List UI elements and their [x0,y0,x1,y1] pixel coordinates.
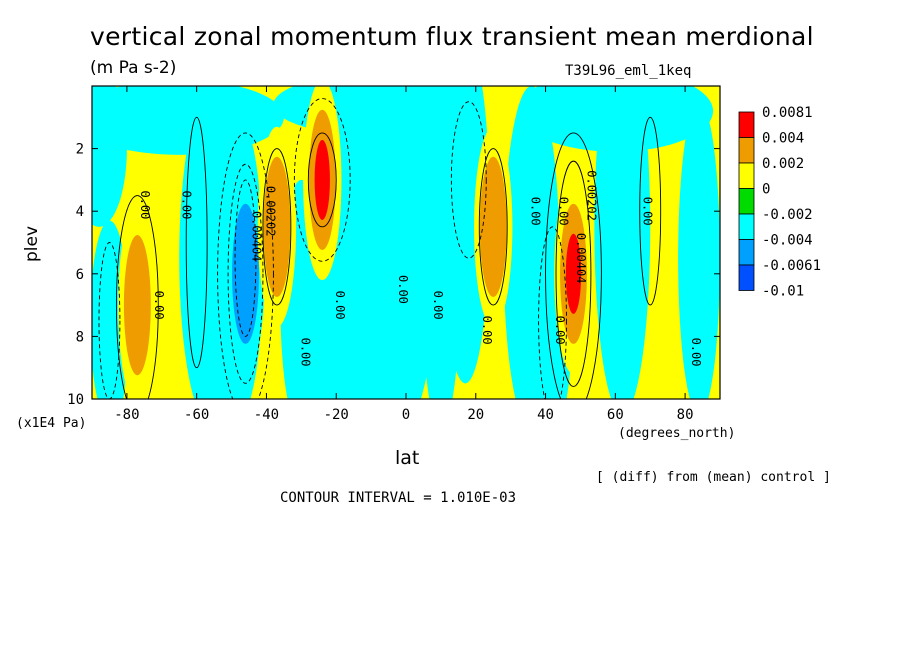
run-label: T39L96_eml_1keq [565,63,692,79]
contour-label: 0.00202 [263,186,277,237]
contour-label: 0.00 [557,197,571,226]
legend-swatch [738,137,755,164]
contour-line [185,116,208,369]
feature-fill [123,234,151,376]
legend-swatch [738,188,755,215]
feature-fill [232,203,259,344]
legend-swatch [738,264,755,291]
x-tick-label: 60 [607,407,624,423]
fill-region [517,86,713,152]
contour-label: 0.00404 [574,233,588,284]
contour-label: 0.00 [396,275,410,304]
diff-note: [ (diff) from (mean) control ] [596,470,831,485]
contour-line [450,101,487,259]
y-tick-label: 10 [67,392,84,408]
color-legend: 0.0081 0.004 0.002 0 -0.002 -0.004 -0.0061 -0.0… [738,105,821,300]
y-tick-label: 2 [76,142,84,158]
contour-label: 0.00 [480,316,494,345]
legend-label: -0.002 [762,207,813,223]
x-tick-label: -40 [254,407,279,423]
x-tick-label: -80 [114,407,139,423]
contour-line [478,148,508,306]
contour-label: 0.00 [553,316,567,345]
contour-label: 0.00 [640,197,654,226]
contour-label: 0.00 [152,291,166,320]
contour-line [227,163,264,384]
contour-label: 0.00 [431,291,445,320]
fill-region [273,86,483,137]
y-axis-units: (x1E4 Pa) [16,416,87,431]
y-tick-label: 6 [76,267,84,283]
contour-line [115,195,159,399]
filled-contour-field [92,86,720,399]
contour-line [639,116,662,306]
legend-label: 0 [762,182,770,198]
legend-label: 0.002 [762,156,804,172]
y-ticks: 2 4 6 8 10 [67,142,720,408]
legend-label: -0.01 [762,284,804,300]
contour-label: 0.00 [333,291,347,320]
x-axis-label: lat [395,447,420,469]
contour-label: 0.00 [689,338,703,367]
fill-region [678,101,720,399]
chart-units: (m Pa s-2) [90,58,177,78]
legend-swatch [738,162,755,189]
contour-label: 0.00404 [249,211,263,262]
legend-swatch [738,213,755,240]
x-ticks: -80 -60 -40 -20 0 20 40 60 80 [114,86,694,423]
contour-line [217,132,274,399]
contour-line [538,226,567,399]
contour-labels: 0.000.00 0.00 0.002020.004040.000.000.000.… [138,170,703,366]
contour-label: 0.00202 [584,170,598,221]
fill-region [594,86,651,399]
feature-fill [263,156,291,297]
legend-label: 0.004 [762,131,804,147]
contour-line [555,160,592,387]
x-axis-units: (degrees_north) [618,426,736,441]
contour-interval: CONTOUR INTERVAL = 1.010E-03 [280,490,517,506]
x-tick-label: 0 [402,407,410,423]
feature-fill [92,220,129,399]
x-tick-label: 40 [537,407,554,423]
contour-line [234,179,257,337]
feature-fill [479,156,507,297]
x-tick-label: -20 [324,407,349,423]
contour-label: 0.00 [180,190,194,219]
legend-swatch [738,111,755,138]
contour-line [262,148,292,306]
contour-label: 0.00 [298,338,312,367]
contour-line [293,98,351,262]
y-tick-label: 4 [76,204,84,220]
contour-line [307,132,337,228]
feature-fill [565,233,582,314]
x-tick-label: -60 [184,407,209,423]
x-tick-label: 20 [467,407,484,423]
contour-label: 0.00 [529,197,543,226]
contour-line [545,132,602,399]
legend-label: 0.0081 [762,105,813,121]
chart-title: vertical zonal momentum flux transient m… [90,22,814,51]
contour-lines [98,98,662,399]
legend-label: -0.004 [762,233,813,249]
legend-label: -0.0061 [762,258,821,274]
fill-region [92,86,284,155]
contour-line [98,242,121,399]
x-tick-label: 80 [677,407,694,423]
feature-fill [314,139,330,220]
legend-swatch [738,239,755,266]
contour-label: 0.00 [138,190,152,219]
y-tick-label: 8 [76,329,84,345]
